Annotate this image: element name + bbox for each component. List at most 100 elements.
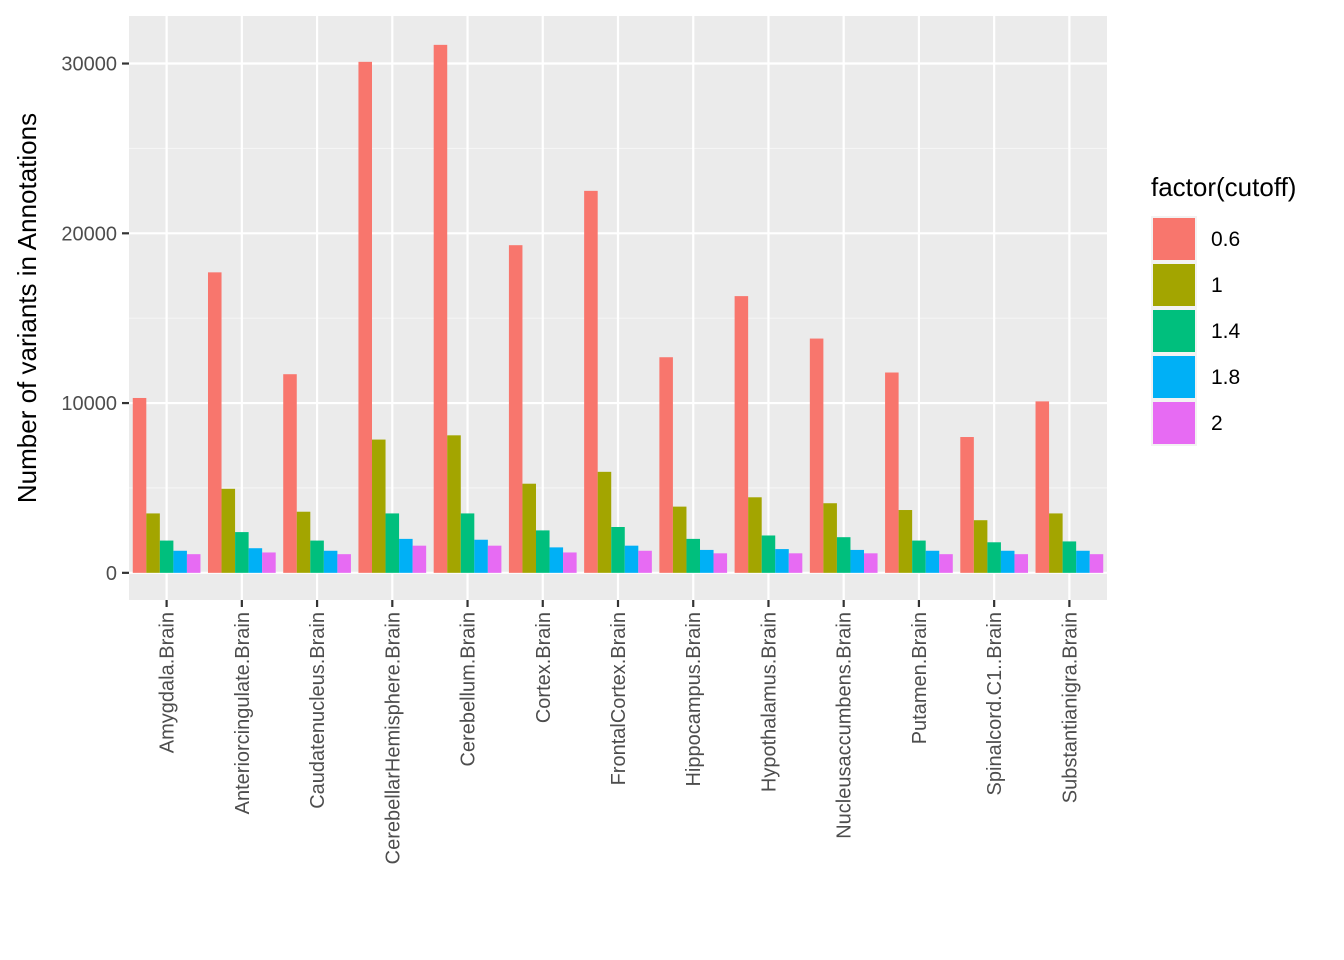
bar-Nucleusaccumbens.Brain-1 — [823, 503, 837, 573]
bar-Spinalcord.C1..Brain-1.8 — [1000, 550, 1015, 573]
bar-Cerebellum.Brain-1.8 — [474, 539, 488, 573]
x-tick-label: Hippocampus.Brain — [683, 612, 705, 787]
bar-Hypothalamus.Brain-2 — [788, 553, 803, 573]
x-tick-label: Nucleusaccumbens.Brain — [834, 612, 856, 839]
bar-Cortex.Brain-1.8 — [549, 547, 564, 573]
bar-Cortex.Brain-1.4 — [535, 530, 550, 573]
bar-FrontalCortex.Brain-1 — [597, 471, 612, 573]
legend-label-1: 1 — [1211, 274, 1223, 297]
bar-Hippocampus.Brain-1.8 — [700, 549, 714, 573]
bar-Nucleusaccumbens.Brain-0.6 — [809, 338, 824, 573]
legend-title: factor(cutoff) — [1151, 172, 1296, 202]
bar-Amygdala.Brain-2 — [186, 554, 201, 573]
bar-Cerebellum.Brain-0.6 — [433, 44, 448, 573]
bar-Caudatenucleus.Brain-1 — [296, 511, 311, 573]
bar-Nucleusaccumbens.Brain-1.4 — [836, 537, 851, 573]
legend-swatch-0.6 — [1153, 218, 1195, 260]
bar-CerebellarHemisphere.Brain-0.6 — [358, 61, 372, 573]
bar-Anteriorcingulate.Brain-1.8 — [248, 548, 263, 573]
x-tick-label: Cortex.Brain — [533, 612, 555, 723]
bar-Spinalcord.C1..Brain-0.6 — [960, 437, 974, 573]
x-tick-label: FrontalCortex.Brain — [608, 612, 630, 785]
y-axis-title: Number of variants in Annotations — [12, 113, 42, 503]
bar-CerebellarHemisphere.Brain-1.4 — [385, 513, 400, 573]
x-tick-label: Putamen.Brain — [909, 612, 931, 744]
bar-Putamen.Brain-1.8 — [925, 550, 940, 573]
x-tick-label: Caudatenucleus.Brain — [307, 612, 329, 809]
bar-FrontalCortex.Brain-0.6 — [584, 190, 598, 573]
bar-Cortex.Brain-2 — [563, 552, 577, 573]
bar-Hippocampus.Brain-0.6 — [659, 357, 673, 573]
bar-Cortex.Brain-1 — [522, 483, 536, 573]
bar-Cerebellum.Brain-1.4 — [460, 513, 475, 573]
bar-Hypothalamus.Brain-1 — [748, 497, 762, 573]
bar-Spinalcord.C1..Brain-2 — [1014, 554, 1029, 573]
bar-Nucleusaccumbens.Brain-1.8 — [850, 549, 865, 573]
bar-CerebellarHemisphere.Brain-2 — [412, 545, 427, 573]
bar-Spinalcord.C1..Brain-1.4 — [987, 542, 1001, 573]
bar-Putamen.Brain-2 — [939, 554, 953, 573]
bar-Nucleusaccumbens.Brain-2 — [864, 553, 878, 573]
legend-label-2: 2 — [1211, 412, 1223, 435]
bar-Hypothalamus.Brain-0.6 — [734, 296, 749, 573]
x-tick-label: Anteriorcingulate.Brain — [232, 612, 254, 814]
y-axis: 0 10000 20000 30000 — [61, 54, 129, 585]
bar-Hippocampus.Brain-1.4 — [686, 538, 701, 573]
bar-Spinalcord.C1..Brain-1 — [973, 520, 988, 573]
bar-Substantianigra.Brain-1.4 — [1062, 541, 1077, 573]
bar-Amygdala.Brain-1.4 — [159, 540, 174, 573]
bar-Amygdala.Brain-1 — [146, 513, 160, 573]
bar-Hippocampus.Brain-1 — [672, 506, 687, 573]
y-tick-label: 30000 — [61, 54, 117, 76]
x-tick-label: Substantianigra.Brain — [1059, 612, 1081, 803]
x-axis: Amygdala.Brain Anteriorcingulate.Brain Cau… — [157, 600, 1081, 864]
bar-Hypothalamus.Brain-1.4 — [761, 535, 776, 573]
legend-swatch-1 — [1153, 264, 1195, 306]
bar-FrontalCortex.Brain-1.8 — [624, 545, 639, 573]
bar-FrontalCortex.Brain-1.4 — [611, 527, 625, 573]
x-tick-label: Hypothalamus.Brain — [758, 612, 780, 792]
bar-Anteriorcingulate.Brain-1 — [221, 488, 236, 573]
bar-CerebellarHemisphere.Brain-1.8 — [399, 538, 413, 573]
legend-swatch-2 — [1153, 402, 1195, 444]
legend-swatch-1.4 — [1153, 310, 1195, 352]
bar-Hippocampus.Brain-2 — [713, 553, 728, 573]
bar-FrontalCortex.Brain-2 — [638, 550, 652, 573]
bar-Cerebellum.Brain-2 — [487, 545, 502, 573]
bar-CerebellarHemisphere.Brain-1 — [371, 439, 386, 573]
legend-label-1.8: 1.8 — [1211, 366, 1240, 389]
bar-Caudatenucleus.Brain-1.8 — [323, 550, 338, 573]
x-tick-label: Cerebellum.Brain — [458, 612, 480, 767]
bar-Hypothalamus.Brain-1.8 — [775, 549, 789, 573]
bar-Substantianigra.Brain-2 — [1089, 554, 1104, 573]
bar-Substantianigra.Brain-0.6 — [1035, 401, 1050, 573]
bar-Amygdala.Brain-0.6 — [132, 397, 147, 573]
bar-Anteriorcingulate.Brain-0.6 — [207, 272, 222, 573]
legend-swatch-1.8 — [1153, 356, 1195, 398]
bar-Substantianigra.Brain-1.8 — [1076, 550, 1090, 573]
bar-Putamen.Brain-1.4 — [912, 540, 926, 573]
legend: factor(cutoff) 0.6 1 1.4 1.8 2 — [1151, 172, 1296, 446]
legend-label-0.6: 0.6 — [1211, 228, 1240, 251]
bar-Caudatenucleus.Brain-2 — [337, 554, 351, 573]
bar-Caudatenucleus.Brain-0.6 — [283, 374, 297, 573]
x-tick-label: Amygdala.Brain — [157, 612, 179, 753]
bar-Putamen.Brain-0.6 — [885, 372, 899, 573]
bar-Cortex.Brain-0.6 — [508, 245, 523, 573]
bar-Anteriorcingulate.Brain-2 — [262, 552, 276, 573]
bar-Caudatenucleus.Brain-1.4 — [310, 540, 324, 573]
bar-Amygdala.Brain-1.8 — [173, 550, 187, 573]
legend-label-1.4: 1.4 — [1211, 320, 1241, 343]
x-tick-label: CerebellarHemisphere.Brain — [382, 612, 404, 864]
y-tick-label: 0 — [106, 563, 117, 585]
bar-Substantianigra.Brain-1 — [1049, 513, 1063, 573]
major-gridlines — [129, 16, 1107, 600]
bar-Putamen.Brain-1 — [898, 510, 913, 573]
y-tick-label: 20000 — [61, 223, 117, 245]
bar-Anteriorcingulate.Brain-1.4 — [235, 532, 249, 573]
x-tick-label: Spinalcord.C1..Brain — [984, 612, 1006, 795]
y-tick-label: 10000 — [61, 393, 117, 415]
bar-Cerebellum.Brain-1 — [447, 435, 461, 573]
bar-series-group — [132, 44, 1104, 573]
